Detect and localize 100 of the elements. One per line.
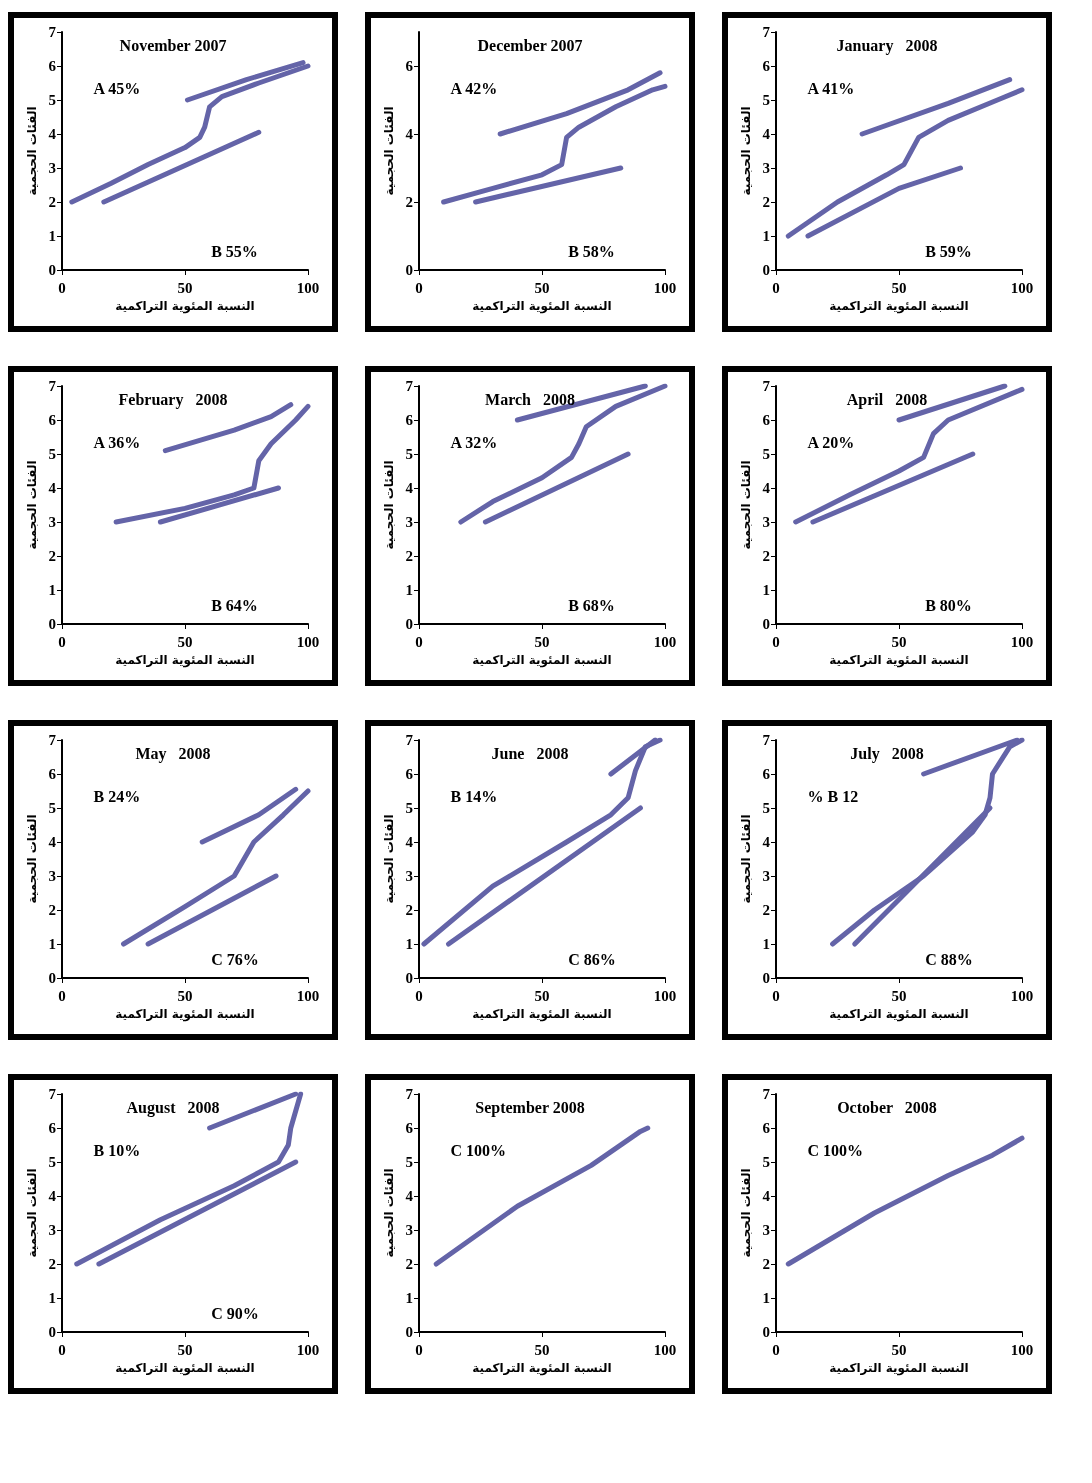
y-tick-label: 2 xyxy=(48,548,56,564)
chart-title: April 2008 xyxy=(846,390,928,409)
chart-title: December 2007 xyxy=(477,36,583,54)
y-tick-label: 3 xyxy=(48,1222,56,1238)
y-tick-label: 5 xyxy=(405,1154,413,1170)
chart-title: July 2008 xyxy=(850,744,924,763)
y-tick-label: 2 xyxy=(762,902,770,918)
y-tick-label: 0 xyxy=(762,970,770,986)
x-axis-title: النسبة المئوية التراكمية xyxy=(829,1361,969,1376)
annotation: B 80% xyxy=(925,596,972,614)
x-axis-title: النسبة المئوية التراكمية xyxy=(829,1007,969,1022)
y-tick-label: 6 xyxy=(762,412,771,428)
annotation: B 64% xyxy=(211,596,258,614)
y-tick-label: 3 xyxy=(48,868,56,884)
x-tick-label: 100 xyxy=(1010,279,1034,296)
x-axis-title: النسبة المئوية التراكمية xyxy=(115,653,255,668)
annotation: B 24% xyxy=(93,787,141,805)
annotation: % B 12 xyxy=(807,787,859,805)
y-tick-label: 3 xyxy=(762,868,770,884)
y-tick-label: 7 xyxy=(762,732,771,748)
annotation: B 14% xyxy=(450,787,498,805)
x-tick-label: 100 xyxy=(653,633,677,650)
y-tick-label: 0 xyxy=(48,262,56,278)
y-tick-label: 3 xyxy=(762,160,770,176)
chart-title: January 2008 xyxy=(836,36,938,55)
x-axis-title: النسبة المئوية التراكمية xyxy=(115,299,255,314)
x-axis-title: النسبة المئوية التراكمية xyxy=(829,653,969,668)
y-tick-label: 1 xyxy=(405,1290,413,1306)
y-tick-label: 0 xyxy=(762,616,770,632)
annotation: A 42% xyxy=(450,79,498,97)
annotation: B 55% xyxy=(211,242,258,260)
y-tick-label: 4 xyxy=(48,1188,57,1204)
y-tick-label: 4 xyxy=(762,1188,771,1204)
y-tick-label: 4 xyxy=(405,480,414,496)
y-tick-label: 0 xyxy=(48,1324,56,1340)
annotation: C 86% xyxy=(568,950,616,968)
chart-title: May 2008 xyxy=(135,744,211,763)
x-tick-label: 50 xyxy=(534,633,550,650)
y-axis-title: الفئات الحجمية xyxy=(738,106,753,196)
y-tick-label: 2 xyxy=(762,548,770,564)
y-axis-title: الفئات الحجمية xyxy=(738,1168,753,1258)
y-tick-label: 4 xyxy=(762,834,771,850)
y-tick-label: 5 xyxy=(762,1154,770,1170)
x-axis-title: النسبة المئوية التراكمية xyxy=(115,1007,255,1022)
annotation: B 58% xyxy=(568,242,615,260)
y-tick-label: 7 xyxy=(48,24,57,40)
y-tick-label: 3 xyxy=(405,1222,413,1238)
y-tick-label: 2 xyxy=(48,902,56,918)
y-tick-label: 6 xyxy=(48,412,57,428)
x-tick-label: 50 xyxy=(891,1341,907,1358)
y-tick-label: 3 xyxy=(48,514,56,530)
x-tick-label: 50 xyxy=(534,1341,550,1358)
x-tick-label: 100 xyxy=(1010,1341,1034,1358)
y-tick-label: 7 xyxy=(762,1086,771,1102)
y-tick-label: 5 xyxy=(762,446,770,462)
y-tick-label: 0 xyxy=(48,970,56,986)
y-tick-label: 6 xyxy=(762,58,771,74)
y-tick-label: 6 xyxy=(762,1120,771,1136)
annotation: C 76% xyxy=(211,950,259,968)
annotation: A 20% xyxy=(807,433,855,451)
y-tick-label: 2 xyxy=(405,548,413,564)
x-tick-label: 100 xyxy=(1010,633,1034,650)
y-tick-label: 2 xyxy=(405,902,413,918)
y-tick-label: 0 xyxy=(405,262,413,278)
y-tick-label: 0 xyxy=(405,1324,413,1340)
y-tick-label: 4 xyxy=(762,480,771,496)
y-tick-label: 1 xyxy=(762,582,770,598)
x-tick-label: 100 xyxy=(296,987,320,1004)
y-tick-label: 7 xyxy=(48,378,57,394)
y-tick-label: 6 xyxy=(405,58,414,74)
chart-title: October 2008 xyxy=(837,1098,937,1116)
annotation: C 100% xyxy=(807,1141,864,1159)
x-tick-label: 100 xyxy=(1010,987,1034,1004)
y-axis-title: الفئات الحجمية xyxy=(24,814,39,904)
x-axis-title: النسبة المئوية التراكمية xyxy=(472,1361,612,1376)
y-tick-label: 7 xyxy=(405,732,414,748)
annotation: A 45% xyxy=(93,79,141,97)
y-tick-label: 5 xyxy=(48,800,56,816)
y-tick-label: 4 xyxy=(405,1188,414,1204)
y-tick-label: 1 xyxy=(48,936,56,952)
y-tick-label: 0 xyxy=(405,970,413,986)
y-tick-label: 5 xyxy=(48,446,56,462)
y-tick-label: 0 xyxy=(405,616,413,632)
chart-title: August 2008 xyxy=(126,1098,220,1117)
y-tick-label: 1 xyxy=(48,582,56,598)
y-axis-title: الفئات الحجمية xyxy=(24,106,39,196)
y-tick-label: 4 xyxy=(405,126,414,142)
x-tick-label: 100 xyxy=(296,279,320,296)
chart-title: November 2007 xyxy=(119,36,227,54)
x-tick-label: 50 xyxy=(891,279,907,296)
y-tick-label: 7 xyxy=(762,378,771,394)
chart-title: February 2008 xyxy=(118,390,228,409)
y-tick-label: 1 xyxy=(762,228,770,244)
y-axis-title: الفئات الحجمية xyxy=(738,460,753,550)
y-tick-label: 2 xyxy=(405,1256,413,1272)
y-tick-label: 4 xyxy=(48,126,57,142)
x-tick-label: 50 xyxy=(177,279,193,296)
y-tick-label: 3 xyxy=(48,160,56,176)
y-tick-label: 4 xyxy=(48,480,57,496)
chart-title: March 2008 xyxy=(485,390,575,408)
